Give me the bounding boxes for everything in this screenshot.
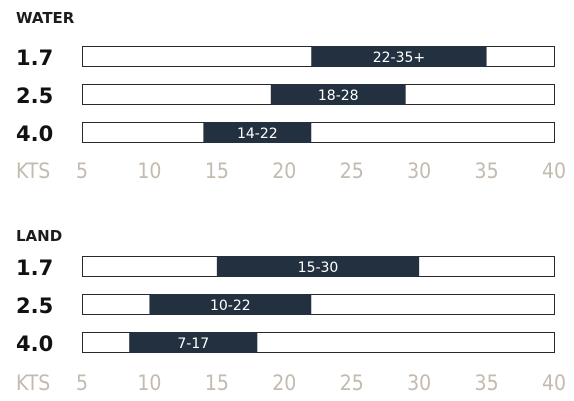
water-tick-label: 5 [76,159,88,183]
water-tick-label: 10 [137,159,161,183]
water-row-label: 1.7 [16,46,53,70]
land-row-label: 4.0 [16,332,53,356]
water-range-label: 18-28 [318,88,359,104]
land-row-label: 2.5 [16,294,53,318]
land-tick-label: 40 [542,371,566,395]
land-section-title: LAND [16,227,62,245]
water-range-bar [203,122,312,143]
land-tick-label: 10 [137,371,161,395]
water-row-label: 2.5 [16,84,53,108]
water-tick-label: 40 [542,159,566,183]
water-range-label: 22-35+ [373,50,425,66]
land-range-label: 10-22 [210,298,251,314]
land-tick-label: 30 [407,371,431,395]
water-tick-label: 20 [272,159,296,183]
land-axis-label: KTS [16,371,50,395]
water-tick-label: 30 [407,159,431,183]
water-range-bar [311,46,487,67]
land-range-label: 7-17 [177,336,209,352]
land-tick-label: 20 [272,371,296,395]
land-range-bar [149,294,312,315]
land-tick-label: 15 [205,371,229,395]
land-range-label: 15-30 [298,260,339,276]
water-section-title: WATER [16,9,75,27]
water-track [82,122,555,143]
land-tick-label: 5 [76,371,88,395]
land-tick-label: 35 [475,371,499,395]
water-range-label: 14-22 [237,126,278,142]
water-range-bar [270,84,406,105]
land-tick-label: 25 [340,371,364,395]
land-range-bar [216,256,420,277]
water-tick-label: 15 [205,159,229,183]
water-axis-label: KTS [16,159,50,183]
land-range-bar [129,332,258,353]
water-row-label: 4.0 [16,122,53,146]
land-row-label: 1.7 [16,256,53,280]
water-tick-label: 35 [475,159,499,183]
water-tick-label: 25 [340,159,364,183]
